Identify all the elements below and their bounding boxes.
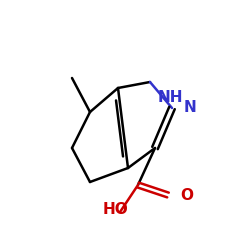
Text: NH: NH bbox=[158, 90, 184, 105]
Text: O: O bbox=[180, 188, 193, 202]
Text: HO: HO bbox=[103, 202, 129, 217]
Text: N: N bbox=[184, 100, 197, 116]
